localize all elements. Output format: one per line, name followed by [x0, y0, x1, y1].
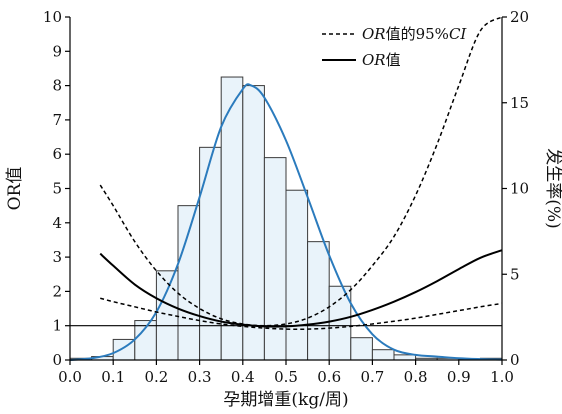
- y-right-tick-label: 20: [510, 8, 529, 26]
- histogram-bars: [69, 76, 503, 361]
- legend-label-ci-prefix: OR: [362, 25, 386, 43]
- histogram-bar: [199, 146, 222, 361]
- x-tick-label: 0.5: [274, 368, 298, 386]
- legend-label-or-prefix: OR: [362, 51, 386, 69]
- y-right-tick-label: 5: [510, 265, 520, 283]
- curves: [69, 16, 503, 361]
- x-tick-label: 0.4: [231, 368, 255, 386]
- axes: 0.0 0.1 0.2 0.3 0.4 0.5 0.6 0.7 0.8 0.9 1.00123456…: [43, 8, 529, 386]
- histogram-bar: [307, 241, 330, 361]
- or-ci-upper-curve: [99, 16, 503, 327]
- x-tick-label: 0.8: [404, 368, 428, 386]
- x-tick-label: 0.2: [144, 368, 168, 386]
- x-tick-label: 0.0: [58, 368, 82, 386]
- y-left-tick-label: 9: [52, 42, 62, 60]
- y-left-tick-label: 2: [52, 282, 62, 300]
- y-left-tick-label: 7: [52, 111, 62, 129]
- y-axis-right-title: 发生率(%): [543, 148, 562, 228]
- y-right-tick-label: 10: [510, 180, 529, 198]
- x-tick-label: 0.9: [447, 368, 471, 386]
- or-ci-lower-curve: [100, 297, 503, 331]
- y-left-tick-label: 3: [52, 248, 62, 266]
- y-axis-left-title: OR值: [5, 167, 25, 211]
- y-left-tick-label: 10: [43, 8, 62, 26]
- histogram-bar: [285, 189, 309, 361]
- y-left-tick-label: 8: [52, 77, 62, 95]
- histogram-bar: [242, 85, 265, 361]
- legend-label-ci-end: CI: [449, 25, 467, 43]
- x-tick-label: 1.0: [490, 368, 514, 386]
- legend-label-or-suffix: 值: [386, 51, 401, 69]
- legend: OR值的95%CI OR值: [322, 25, 467, 69]
- or-curve: [99, 249, 503, 328]
- y-left-tick-label: 1: [52, 317, 62, 335]
- x-tick-label: 0.6: [317, 368, 341, 386]
- legend-label-or: OR值: [362, 51, 401, 69]
- histogram-bar: [393, 354, 417, 361]
- y-left-tick-label: 0: [52, 351, 62, 369]
- y-left-tick-label: 5: [52, 180, 62, 198]
- y-right-tick-label: 15: [510, 94, 529, 112]
- y-right-tick-label: 0: [510, 351, 520, 369]
- x-tick-label: 0.7: [360, 368, 384, 386]
- y-left-tick-label: 6: [52, 145, 62, 163]
- legend-label-ci: OR值的95%CI: [362, 25, 467, 43]
- histogram-bar: [350, 337, 373, 361]
- histogram-bar: [155, 270, 179, 361]
- x-tick-label: 0.1: [101, 368, 125, 386]
- density-curve: [69, 83, 503, 361]
- histogram-bar: [371, 349, 395, 361]
- x-axis-title: 孕期增重(kg/周): [223, 390, 348, 410]
- x-tick-label: 0.3: [188, 368, 212, 386]
- y-left-tick-label: 4: [52, 214, 62, 232]
- legend-label-ci-suffix: 值的95%: [386, 25, 449, 43]
